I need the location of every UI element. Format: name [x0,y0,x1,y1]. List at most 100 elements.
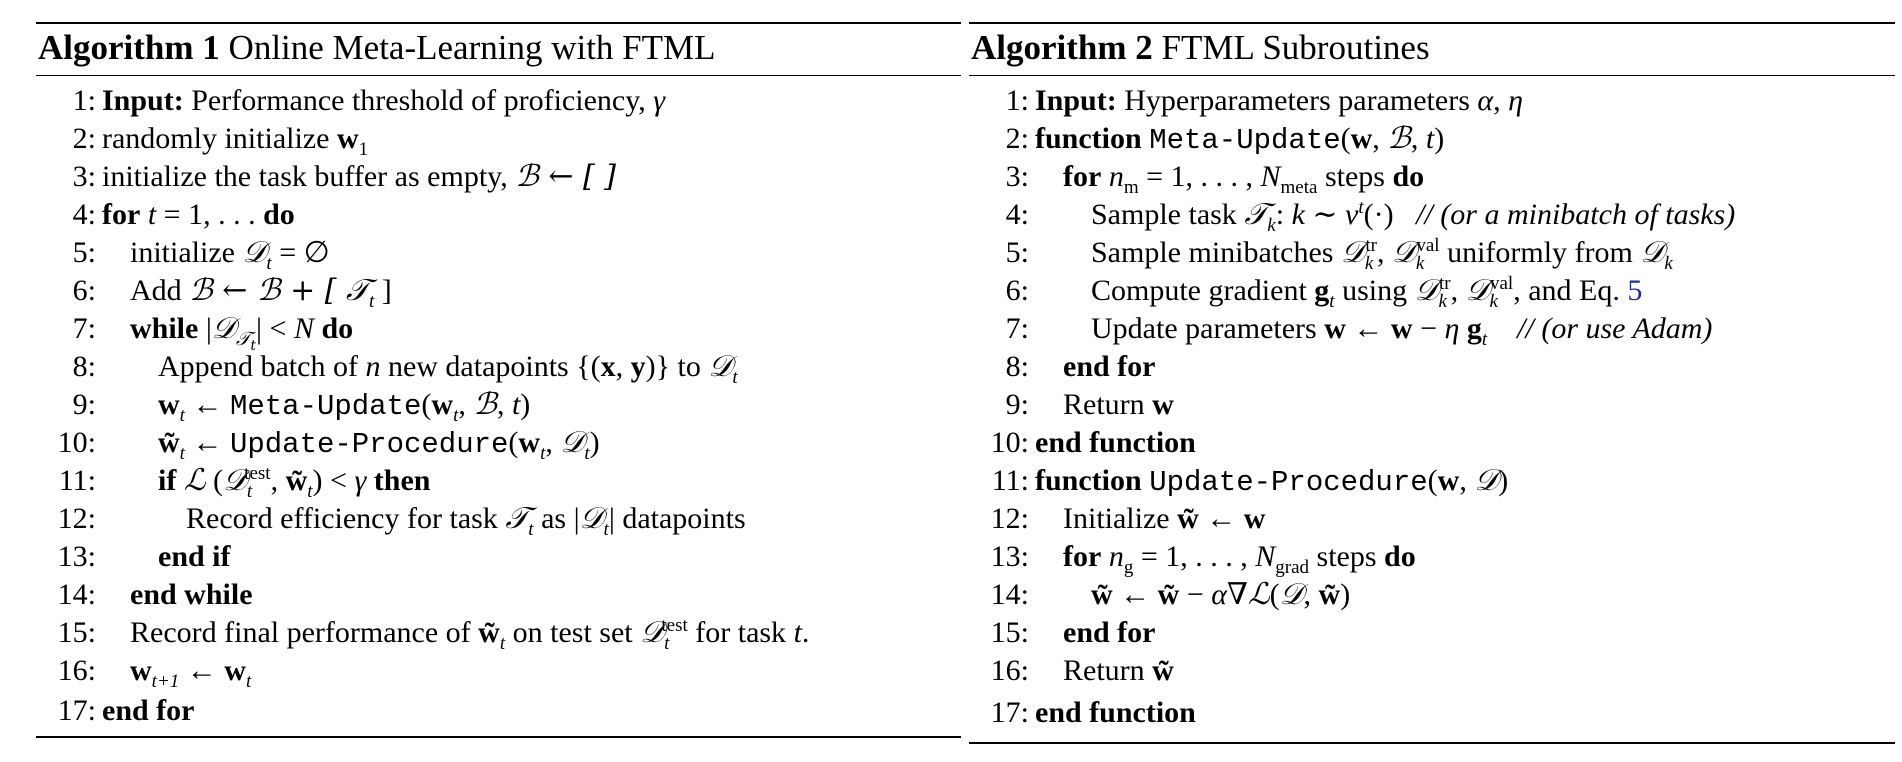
line-number: 9: [72,388,96,421]
equation-reference-link[interactable]: 5 [1627,274,1643,307]
algorithm-1-number: Algorithm 1 [38,28,220,67]
algo1-line-12: 12: Record efficiency for task 𝒯t as |𝒟t… [36,500,961,539]
line-number: 10: [57,426,96,459]
line-number: 2: [1005,122,1029,155]
algo2-line-6: 6: Compute gradient gt using 𝒟ktr, 𝒟kval… [969,272,1895,311]
keyword-do: do [321,312,354,345]
algo1-line-8: 8: Append batch of n new datapoints {(x,… [36,348,961,387]
keyword-do: do [1392,160,1425,193]
algo1-line-4: 4: for t = 1, . . . do [36,196,961,234]
line-text: Append batch of [158,350,366,383]
line-number: 13: [990,540,1029,573]
algo2-line-13: 13: for ng = 1, . . . , Ngrad steps do [969,538,1895,577]
keyword-end-function: end function [1035,426,1196,459]
line-number: 3: [1005,160,1029,193]
algo1-line-1: 1: Input: Performance threshold of profi… [36,82,961,120]
line-text: Record final performance of [130,616,479,649]
algo1-line-3: 3: initialize the task buffer as empty, … [36,158,961,196]
line-text: Add [130,274,190,307]
algo1-line-7: 7: while |𝒟𝒯t| < N do [36,310,961,353]
keyword-for: for [102,198,141,231]
algo2-line-1: 1: Input: Hyperparameters parameters α, … [969,82,1895,120]
keyword-end-if: end if [158,540,231,573]
algo2-line-12: 12: Initialize w̃ ← w [969,500,1895,538]
algorithm-2-number: Algorithm 2 [971,28,1153,67]
math-expr: ℬ ← [ ] [515,159,616,194]
math-expr: w [336,122,359,155]
line-number: 14: [57,578,96,611]
keyword-for: for [1063,540,1102,573]
function-name: Update-Procedure [229,428,509,461]
math-expr: 𝒟 [242,235,267,270]
line-number: 7: [1005,312,1029,345]
algorithm-2-title: Algorithm 2 FTML Subroutines [969,24,1895,76]
line-number: 16: [57,654,96,687]
algo2-line-9: 9: Return w [969,386,1895,424]
line-number: 6: [72,274,96,307]
algo1-line-14: 14: end while [36,576,961,614]
math-expr: t [140,198,157,231]
keyword-function: function [1035,122,1142,155]
algo2-line-11: 11: function Update-Procedure(w, 𝒟) [969,462,1895,500]
line-number: 13: [57,540,96,573]
algo2-line-10: 10: end function [969,424,1895,462]
algo1-line-13: 13: end if [36,538,961,576]
line-number: 11: [991,464,1029,497]
line-number: 4: [72,198,96,231]
line-number: 17: [990,696,1029,729]
line-number: 6: [1005,274,1029,307]
line-number: 2: [72,122,96,155]
line-number: 15: [57,616,96,649]
algo1-line-2: 2: randomly initialize w1 [36,120,961,159]
line-text: randomly initialize [102,122,337,155]
algorithm-1-title: Algorithm 1 Online Meta-Learning with FT… [36,24,961,76]
line-number: 14: [990,578,1029,611]
line-number: 15: [990,616,1029,649]
algorithm-1-body: 1: Input: Performance threshold of profi… [36,76,961,730]
keyword-end-function: end function [1035,696,1196,729]
function-name: Meta-Update [1149,124,1341,157]
keyword-do: do [1384,540,1416,573]
line-number: 9: [1005,388,1029,421]
algo1-line-11: 11: if ℒ (𝒟ttest, w̃t) < γ then [36,462,961,501]
algo2-line-3: 3: for nm = 1, . . . , Nmeta steps do [969,158,1895,197]
algo1-line-9: 9: wt ← Meta-Update(wt, ℬ, t) [36,386,961,425]
algo2-line-17: 17: end function [969,694,1895,732]
algorithm-2-block: Algorithm 2 FTML Subroutines 1: Input: H… [969,22,1895,744]
keyword-end-for: end for [1063,616,1156,649]
line-number: 17: [57,694,96,727]
algo2-line-4: 4: Sample task 𝒯k: k ∼ νt(·) // (or a mi… [969,196,1895,235]
algo1-line-17: 17: end for [36,692,961,730]
algo2-line-2: 2: function Meta-Update(w, ℬ, t) [969,120,1895,158]
line-number: 12: [57,502,96,535]
keyword-function: function [1035,464,1142,497]
algo2-line-16: 16: Return w̃ [969,652,1895,690]
line-number: 8: [1005,350,1029,383]
line-number: 12: [990,502,1029,535]
line-text: initialize the task buffer as empty, [102,160,516,193]
function-name: Update-Procedure [1149,466,1428,499]
keyword-do: do [263,198,295,231]
algo2-line-7: 7: Update parameters w ← w − η gt // (or… [969,310,1895,349]
algorithm-1-title-text: Online Meta-Learning with FTML [228,28,716,67]
algo1-line-15: 15: Record final performance of w̃t on t… [36,614,961,653]
algorithm-2-title-text: FTML Subroutines [1161,28,1430,67]
keyword-for: for [1063,160,1102,193]
line-number: 5: [1005,236,1029,269]
algo1-line-6: 6: Add ℬ ← ℬ + [ 𝒯t ] [36,272,961,311]
algo1-line-16: 16: wt+1 ← wt [36,652,961,691]
comment: // (or a minibatch of tasks) [1416,198,1736,231]
algo2-line-5: 5: Sample minibatches 𝒟ktr, 𝒟kval unifor… [969,234,1895,273]
line-number: 4: [1005,198,1029,231]
keyword-while: while [130,312,199,345]
keyword-end-for: end for [102,694,195,727]
line-number: 11: [58,464,96,497]
algorithm-1-block: Algorithm 1 Online Meta-Learning with FT… [36,22,961,738]
line-number: 8: [72,350,96,383]
line-number: 16: [990,654,1029,687]
line-text: Performance threshold of proficiency, [183,84,654,117]
keyword-then: then [373,464,431,497]
line-number: 5: [72,236,96,269]
algo2-line-8: 8: end for [969,348,1895,386]
line-number: 3: [72,160,96,193]
